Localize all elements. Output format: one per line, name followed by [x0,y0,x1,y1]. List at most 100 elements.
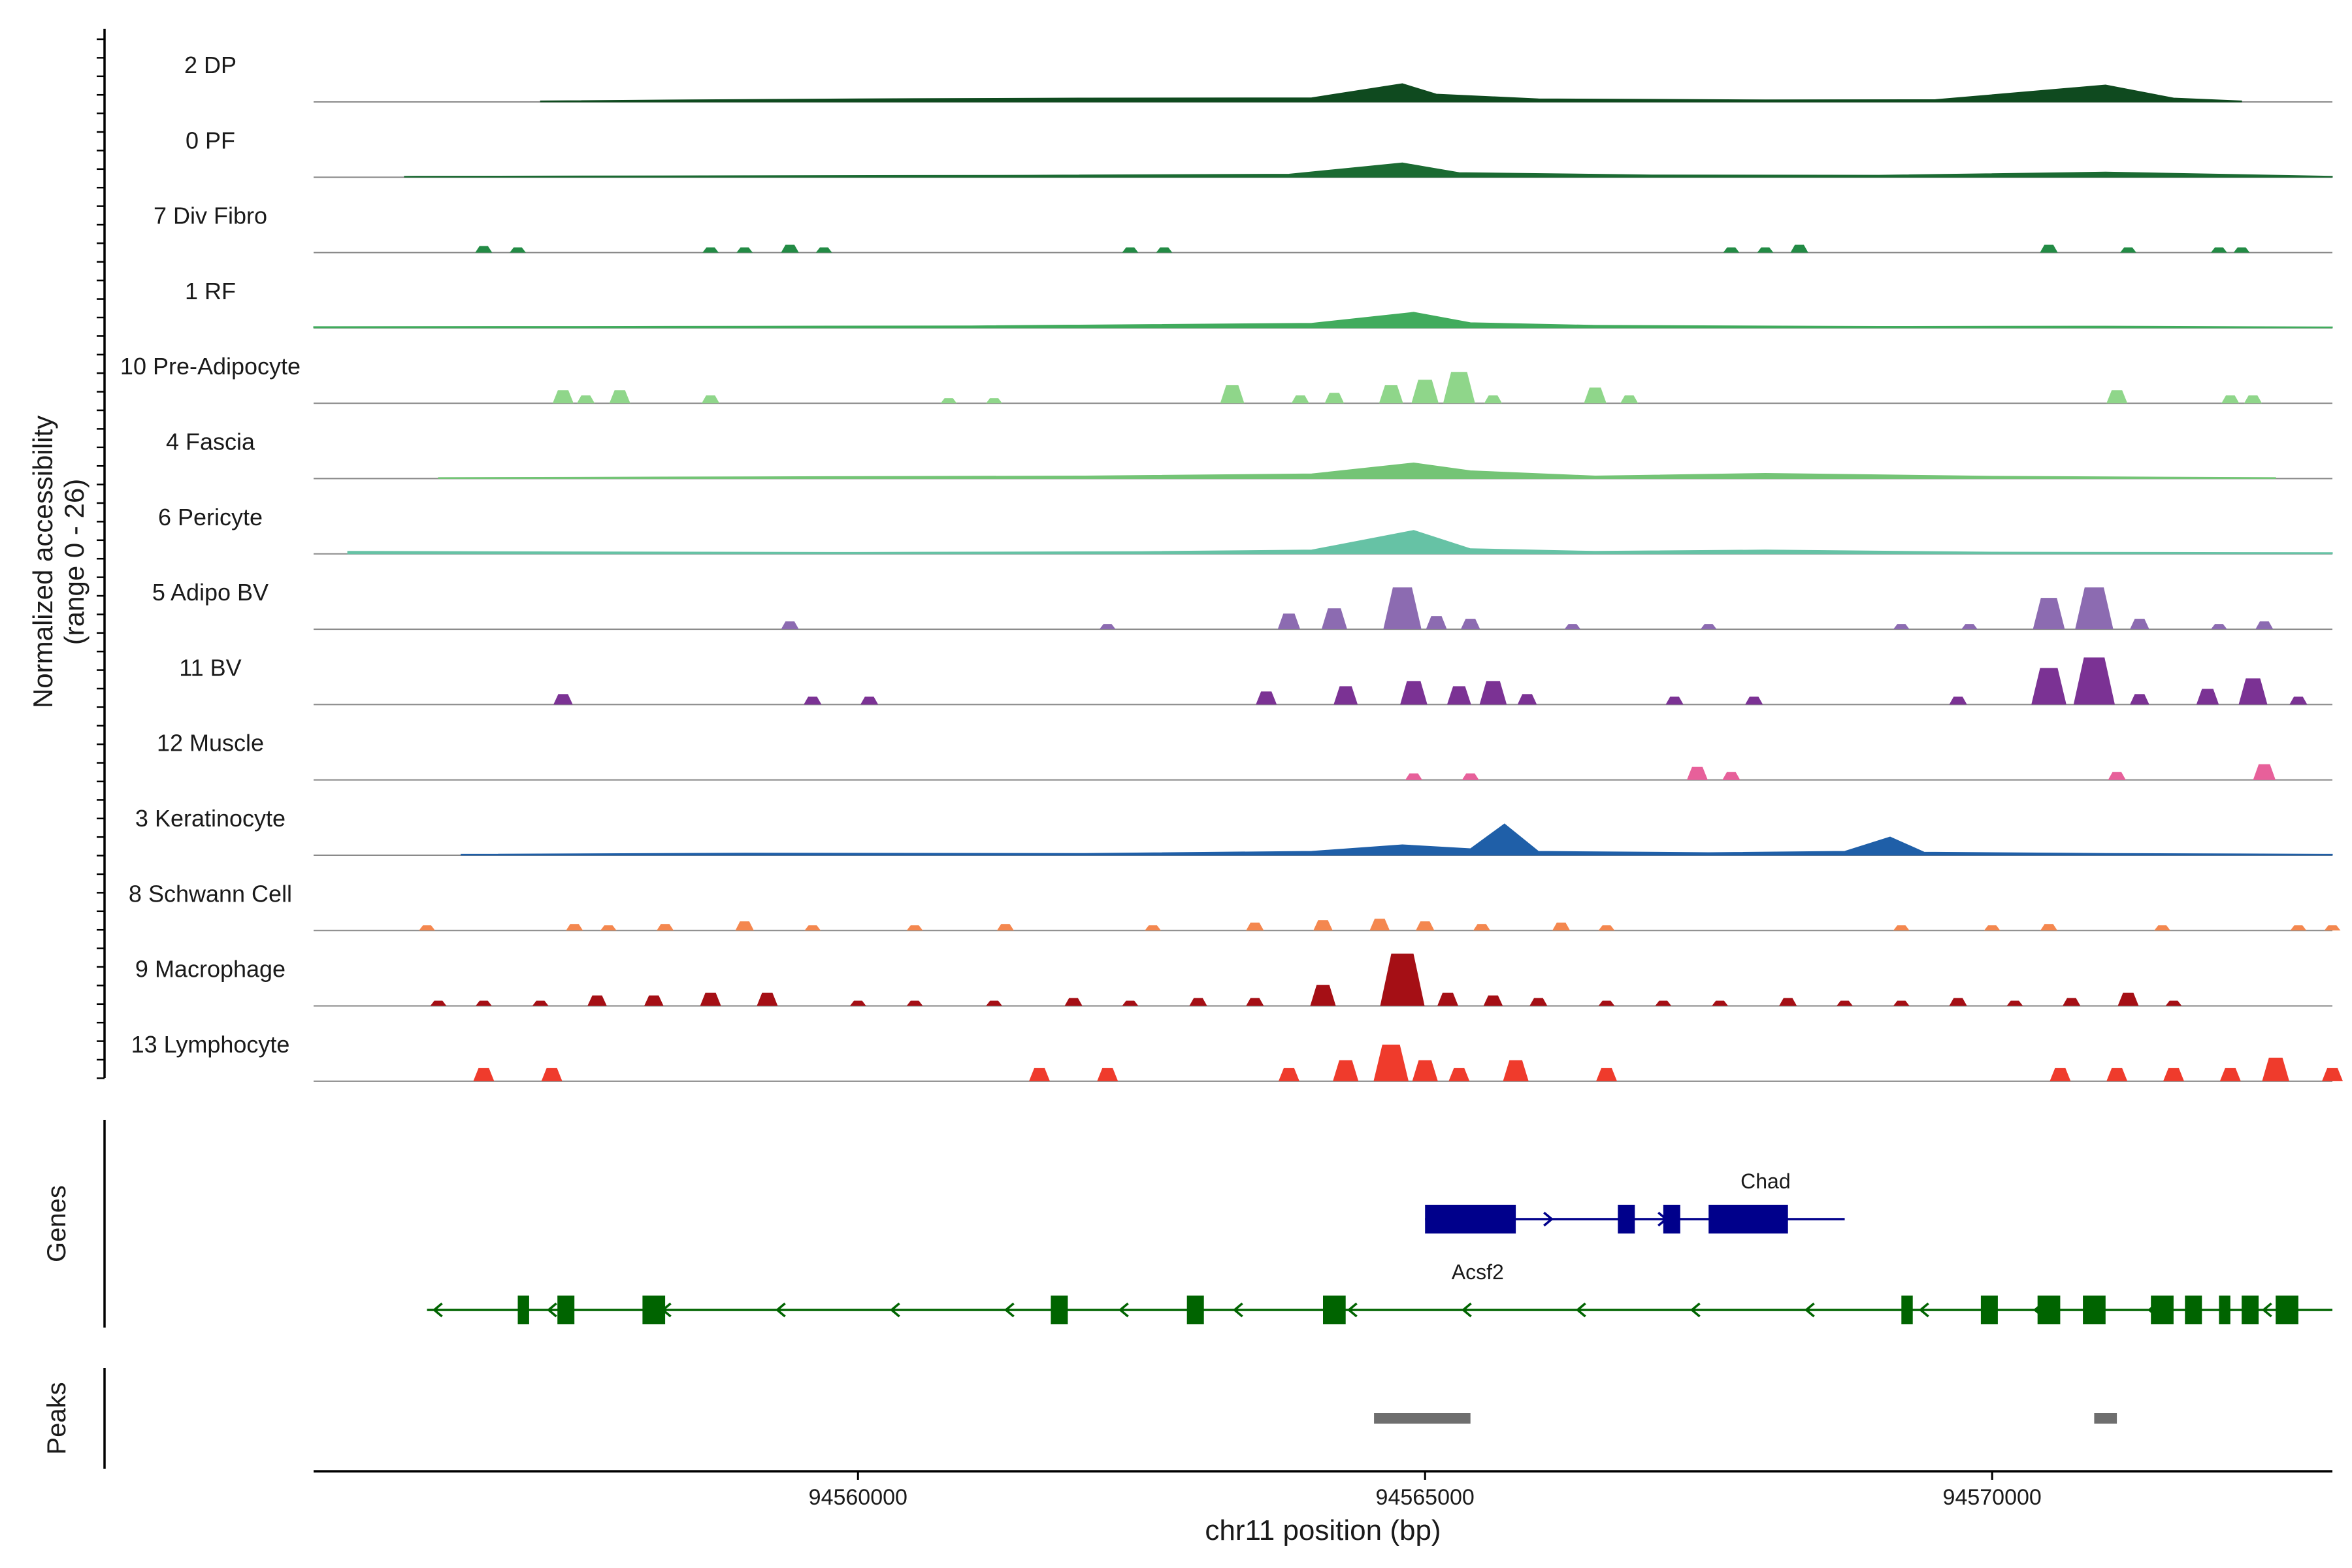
coverage-peak [541,1068,563,1081]
coverage-peak [1189,998,1207,1006]
track-label: 5 Adipo BV [152,579,269,606]
strand-arrow [775,1302,786,1318]
coverage-peak [1277,613,1301,630]
coverage-peak [587,995,607,1006]
coverage-peak [781,621,799,630]
coverage-peak [849,1000,866,1006]
coverage-peak [600,925,617,931]
coverage-peak [1893,624,1910,630]
gene-exon [1186,1296,1204,1324]
coverage-peak [2289,696,2308,705]
coverage-peak [2262,1057,2289,1081]
coverage-peak [1686,766,1708,780]
gene-exon [557,1296,575,1324]
coverage-peak [1122,247,1139,253]
strand-arrow [1804,1302,1815,1318]
strand-arrow [546,1302,557,1318]
coverage-peak [1437,992,1458,1006]
coverage-peak [2120,247,2136,253]
coverage-peak [1156,247,1173,253]
gene-exon [1323,1296,1346,1324]
gene-exon [517,1296,529,1324]
coverage-peak [553,694,573,705]
x-axis-ticks: 94560000 94565000 94570000 [809,1471,2042,1510]
track-5-adipo-bv: 5 Adipo BV [152,579,2332,630]
coverage-peak [1460,619,1480,630]
coverage-peak [1620,395,1639,404]
coverage-peak [2221,395,2240,404]
gene-exon [2242,1296,2259,1324]
coverage-peak [1462,773,1479,780]
coverage-peak [1483,995,1503,1006]
coverage-peak [1837,1000,1853,1006]
track-2-dp: 2 DP [184,52,2332,103]
coverage-y-axis-ticks [97,38,105,1079]
coverage-peak [1984,925,2001,931]
coverage-peak [702,395,720,404]
coverage-peak [2322,1068,2343,1081]
track-label: 7 Div Fibro [154,203,267,229]
y-axis-title-line: Normalized accessibility [27,416,58,708]
peak-region [2094,1413,2117,1424]
coverage-peak [2253,764,2276,780]
coverage-peak [1411,380,1439,404]
coverage-area [404,162,2333,178]
gene-label: Acsf2 [1452,1260,1504,1284]
coverage-area [540,83,2242,103]
coverage-peak [430,1000,447,1006]
coverage-peak [510,247,526,253]
coverage-peak [1479,681,1507,705]
x-axis-title: chr11 position (bp) [1205,1514,1441,1546]
coverage-peak [552,390,574,404]
coverage-peak [1097,1068,1119,1081]
coverage-peak [2211,247,2227,253]
coverage-peak [1473,924,1490,931]
coverage-peak [2050,1068,2071,1081]
coverage-peak [2106,1068,2128,1081]
x-tick-label: 94560000 [809,1485,907,1510]
coverage-peak [2031,668,2066,705]
track-4-fascia: 4 Fascia [166,429,2332,480]
coverage-peak [566,924,583,931]
track-7-div-fibro: 7 Div Fibro [154,203,2332,253]
y-axis-title-line: (range 0 - 26) [59,479,90,645]
coverage-peak [2211,624,2227,630]
y-axis-label: Normalized accessibility(range 0 - 26) [27,416,90,708]
coverage-peak [736,247,753,253]
coverage-peak [1779,998,1797,1006]
track-6-pericyte: 6 Pericyte [158,504,2333,555]
coverage-peak [2106,390,2128,404]
coverage-peak [1400,681,1428,705]
gene-exon [1663,1205,1680,1233]
coverage-peak [1380,953,1425,1006]
coverage-peak [2290,925,2307,931]
strand-arrow [1118,1302,1129,1318]
coverage-area [347,530,2333,555]
coverage-peak [2324,925,2341,931]
coverage-peak [2033,598,2065,630]
track-label: 10 Pre-Adipocyte [120,353,301,380]
coverage-peak [906,925,923,931]
coverage-peak [1313,920,1333,931]
coverage-peak [1517,694,1537,705]
coverage-peak [1426,616,1447,630]
coverage-peak [2130,619,2149,630]
coverage-peak [1443,372,1475,404]
coverage-peak [419,925,435,931]
gene-annotation-track: Chad Acsf2 [427,1169,2332,1324]
gene-exon [1901,1296,1913,1324]
coverage-peak [1029,1068,1050,1081]
coverage-peak [815,247,832,253]
coverage-peak [804,925,821,931]
coverage-peak [2154,925,2170,931]
coverage-peak [986,1000,1002,1006]
track-13-lymphocyte: 13 Lymphocyte [131,1031,2343,1082]
track-label: 6 Pericyte [158,504,263,531]
gene-exon [2151,1296,2174,1324]
track-label: 2 DP [184,52,237,78]
coverage-peak [2196,689,2219,705]
coverage-peak [1321,608,1347,630]
coverage-peak [475,246,493,253]
track-9-macrophage: 9 Macrophage [135,953,2332,1007]
